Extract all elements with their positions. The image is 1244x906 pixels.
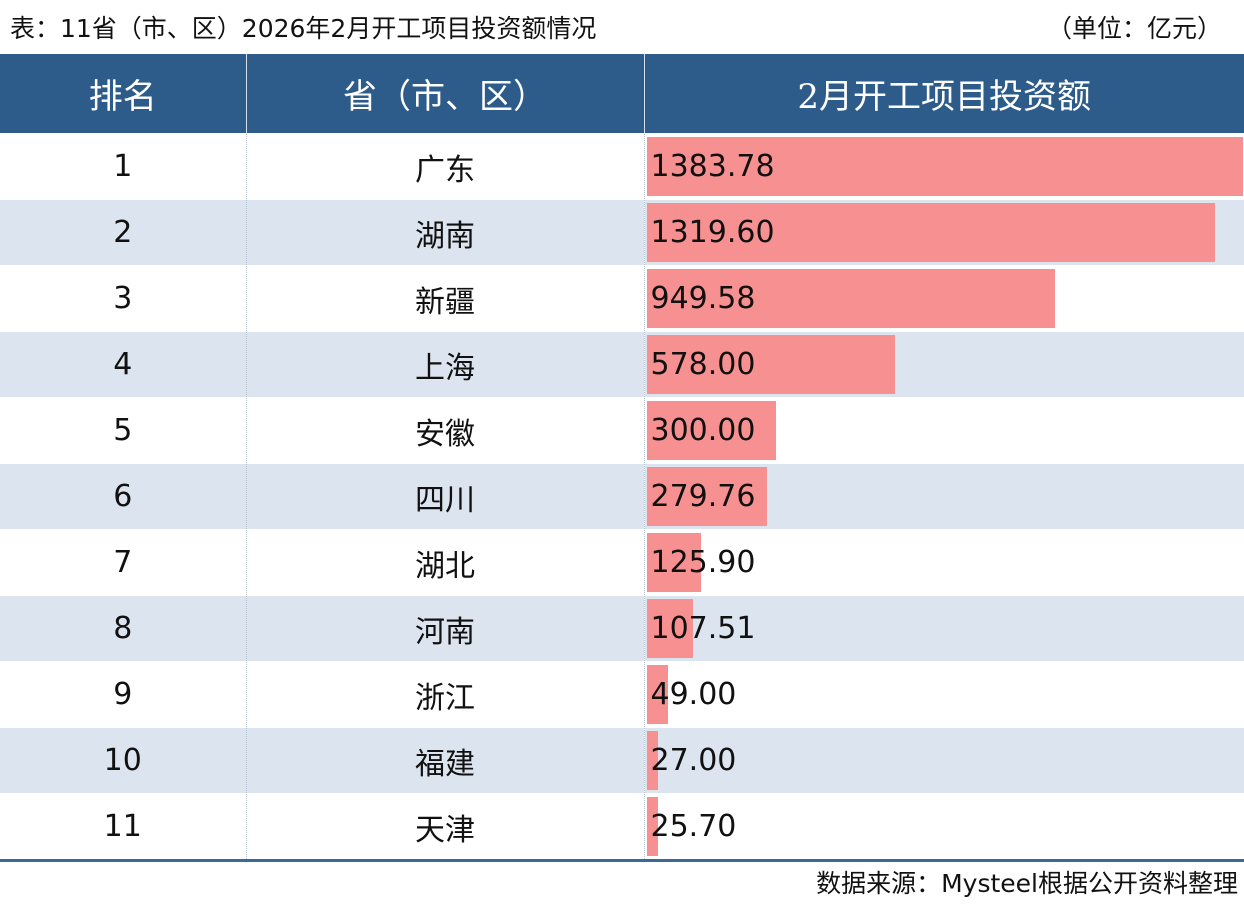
amount-label: 578.00 [650, 347, 756, 382]
rank-cell: 2 [0, 199, 247, 266]
province-cell: 福建 [246, 727, 645, 794]
table-title: 表：11省（市、区）2026年2月开工项目投资额情况 [10, 14, 597, 43]
header-amount: 2月开工项目投资额 [644, 54, 1244, 134]
header-rank: 排名 [0, 54, 247, 134]
data-bar [646, 797, 658, 856]
rank-cell: 1 [0, 133, 247, 200]
table-row: 10 福建 27.00 [0, 727, 1244, 794]
data-bar [646, 335, 896, 394]
amount-cell: 1383.78 [644, 133, 1244, 200]
data-bar [646, 401, 776, 460]
table-row: 7 湖北 125.90 [0, 529, 1244, 596]
amount-label: 279.76 [650, 479, 756, 514]
province-cell: 四川 [246, 463, 645, 530]
amount-cell: 49.00 [644, 661, 1244, 728]
table-row: 6 四川 279.76 [0, 463, 1244, 530]
table-row: 4 上海 578.00 [0, 331, 1244, 398]
province-cell: 河南 [246, 595, 645, 662]
data-bar [646, 665, 668, 724]
province-cell: 湖南 [246, 199, 645, 266]
data-bar [646, 467, 767, 526]
header-row: 排名 省（市、区） 2月开工项目投资额 [0, 54, 1244, 134]
amount-cell: 27.00 [644, 727, 1244, 794]
data-bar [646, 137, 1243, 196]
province-cell: 安徽 [246, 397, 645, 464]
bottom-rule [0, 859, 1244, 862]
amount-label: 107.51 [650, 611, 756, 646]
amount-label: 125.90 [650, 545, 756, 580]
amount-cell: 300.00 [644, 397, 1244, 464]
amount-cell: 578.00 [644, 331, 1244, 398]
rank-cell: 5 [0, 397, 247, 464]
province-cell: 湖北 [246, 529, 645, 596]
province-cell: 广东 [246, 133, 645, 200]
amount-cell: 125.90 [644, 529, 1244, 596]
amount-label: 1383.78 [650, 149, 775, 184]
amount-label: 49.00 [650, 677, 737, 712]
table-row: 2 湖南 1319.60 [0, 199, 1244, 266]
rank-cell: 11 [0, 793, 247, 859]
table-row: 1 广东 1383.78 [0, 133, 1244, 200]
rank-cell: 7 [0, 529, 247, 596]
province-cell: 浙江 [246, 661, 645, 728]
investment-table: 排名 省（市、区） 2月开工项目投资额 1 广东 1383.78 2 湖南 1319.60… [0, 54, 1244, 859]
rank-cell: 10 [0, 727, 247, 794]
rank-cell: 3 [0, 265, 247, 332]
amount-label: 1319.60 [650, 215, 775, 250]
data-bar [646, 269, 1056, 328]
rank-cell: 4 [0, 331, 247, 398]
amount-cell: 107.51 [644, 595, 1244, 662]
source-note: 数据来源：Mysteel根据公开资料整理 [816, 869, 1238, 898]
table-row: 5 安徽 300.00 [0, 397, 1244, 464]
rank-cell: 9 [0, 661, 247, 728]
rank-cell: 8 [0, 595, 247, 662]
province-cell: 新疆 [246, 265, 645, 332]
amount-label: 300.00 [650, 413, 756, 448]
title-bar: 表：11省（市、区）2026年2月开工项目投资额情况 （单位：亿元） [0, 0, 1244, 54]
province-cell: 天津 [246, 793, 645, 859]
table-row: 9 浙江 49.00 [0, 661, 1244, 728]
amount-cell: 1319.60 [644, 199, 1244, 266]
unit-label: （单位：亿元） [1046, 14, 1222, 43]
amount-label: 949.58 [650, 281, 756, 316]
data-bar [646, 731, 659, 790]
rank-cell: 6 [0, 463, 247, 530]
amount-cell: 279.76 [644, 463, 1244, 530]
table-body: 1 广东 1383.78 2 湖南 1319.60 3 新疆 949.58 4 上海 578.00 5 安… [0, 133, 1244, 859]
province-cell: 上海 [246, 331, 645, 398]
data-bar [646, 599, 693, 658]
table-row: 8 河南 107.51 [0, 595, 1244, 662]
amount-cell: 949.58 [644, 265, 1244, 332]
table-row: 3 新疆 949.58 [0, 265, 1244, 332]
table-row: 11 天津 25.70 [0, 793, 1244, 859]
amount-label: 25.70 [650, 809, 737, 844]
amount-label: 27.00 [650, 743, 737, 778]
amount-cell: 25.70 [644, 793, 1244, 859]
data-bar [646, 533, 701, 592]
data-bar [646, 203, 1215, 262]
header-province: 省（市、区） [246, 54, 645, 134]
